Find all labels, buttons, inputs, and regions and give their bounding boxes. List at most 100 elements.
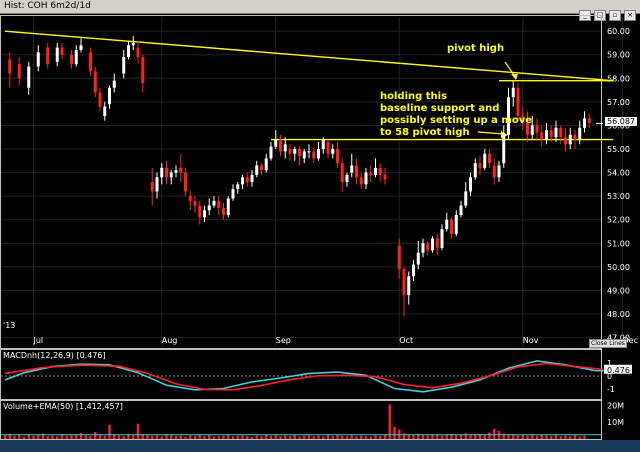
horizontal-scrollbar[interactable]	[0, 440, 640, 452]
volume-bar	[317, 435, 320, 439]
volume-bar	[535, 435, 539, 439]
candle-body	[150, 182, 154, 192]
volume-bar	[165, 434, 168, 439]
macd-tick-label: 1	[607, 359, 612, 368]
volume-bar	[388, 404, 391, 439]
candle-body	[169, 172, 173, 178]
candle-body	[478, 163, 482, 168]
candle-body	[421, 243, 425, 253]
volume-bar	[103, 435, 106, 439]
volume-bar	[355, 436, 358, 439]
volume-bar	[445, 434, 448, 439]
volume-bar	[464, 433, 467, 439]
signal-line	[4, 360, 604, 393]
month-tick-label: Sep	[276, 336, 291, 345]
candle-body	[583, 118, 586, 128]
candle-body	[587, 118, 591, 124]
month-tick-label: Jul	[33, 336, 44, 345]
volume-bar	[75, 434, 78, 439]
arrowhead-pivot-high	[511, 74, 518, 80]
price-tick-label: 54.00	[607, 169, 630, 178]
candle-body	[89, 52, 92, 72]
candle-body	[188, 196, 192, 201]
year-label: '13	[3, 321, 16, 330]
candle-body	[578, 127, 582, 140]
window-title: Hist: COH 6m2d/1d	[4, 1, 91, 11]
candle-body	[321, 139, 325, 149]
volume-bar	[113, 434, 116, 439]
candle-body	[488, 153, 491, 164]
volume-bar	[212, 436, 216, 439]
volume-bar	[364, 435, 368, 439]
candle-body	[274, 139, 278, 147]
volume-bar	[569, 436, 572, 439]
volume-bar	[174, 435, 178, 439]
candle-body	[17, 64, 21, 79]
volume-bar	[440, 435, 444, 439]
annotation-line: baseline support and	[380, 103, 500, 114]
volume-bar	[583, 435, 586, 439]
macd-label: MACDnh(12,26,9) [0.476]	[3, 351, 106, 360]
volume-bar	[56, 436, 59, 439]
candle-body	[108, 87, 111, 105]
candle-body	[165, 167, 168, 178]
candle-body	[545, 130, 548, 140]
volume-bar	[274, 435, 277, 439]
restore-button[interactable]: ▫	[609, 10, 621, 21]
volume-bar	[573, 435, 577, 439]
candle-body	[473, 163, 477, 178]
candle-body	[127, 45, 130, 58]
close-lines-button[interactable]: Close Lines	[589, 339, 627, 348]
volume-bar	[407, 434, 410, 439]
candle-body	[340, 163, 344, 182]
candle-body	[350, 165, 354, 173]
candle-body	[245, 177, 249, 182]
candle-body	[160, 167, 164, 178]
macd-tick-label: 0	[607, 372, 612, 381]
volume-bar	[208, 435, 211, 439]
volume-bar	[170, 435, 173, 439]
candle-body	[55, 47, 59, 62]
volume-bar	[559, 436, 562, 439]
candle-body	[440, 229, 444, 248]
volume-bar	[179, 435, 182, 439]
volume-bar	[436, 434, 439, 439]
macd-value-box	[604, 364, 632, 374]
candle-body	[535, 125, 539, 133]
volume-bar	[303, 435, 306, 439]
volume-bar	[60, 434, 64, 439]
volume-bar	[459, 434, 463, 439]
volume-bar	[160, 436, 163, 439]
volume-panel-frame	[0, 400, 602, 440]
volume-bar	[250, 436, 254, 439]
volume-bar	[84, 435, 87, 439]
volume-bar	[18, 434, 21, 439]
close-button[interactable]: ×	[624, 10, 636, 21]
candle-body	[226, 198, 230, 215]
candle-body	[526, 123, 529, 135]
volume-bar	[526, 435, 529, 439]
candle-body	[174, 170, 178, 173]
volume-bar	[417, 433, 420, 439]
candle-body	[397, 245, 401, 270]
volume-bar	[3, 435, 7, 439]
volume-bar	[236, 435, 239, 439]
volume-bar	[132, 435, 135, 439]
volume-bar	[222, 435, 225, 439]
candle-body	[193, 200, 197, 206]
volume-bar	[483, 435, 486, 439]
volume-bar	[46, 436, 49, 439]
volume-bar	[198, 434, 201, 439]
candle-body	[511, 87, 515, 98]
volume-bar	[265, 434, 268, 439]
candle-body	[98, 92, 102, 107]
candle-body	[412, 264, 415, 277]
candle-body	[445, 219, 449, 230]
volume-bar	[307, 435, 311, 439]
macd-tick-label: -1	[607, 385, 615, 394]
price-tick-label: 55.00	[607, 145, 630, 154]
candle-body	[236, 184, 240, 190]
candle-body	[469, 177, 472, 192]
volume-bar	[279, 436, 282, 439]
